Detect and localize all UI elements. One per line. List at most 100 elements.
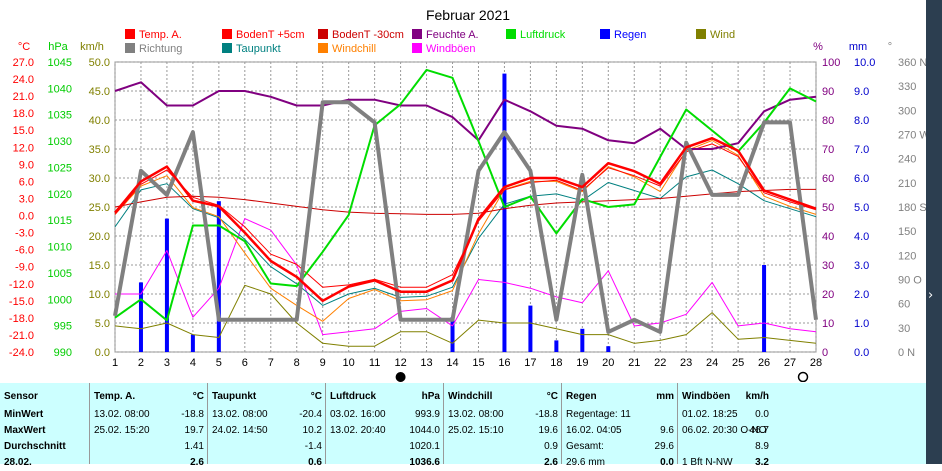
kmh-tick-label: 35.0	[89, 144, 110, 156]
direction-tick-label: 120	[898, 250, 916, 262]
x-tick-label: 14	[446, 357, 458, 369]
stats-cell-value: -1.4	[304, 441, 322, 452]
temp-tick-label: -18.0	[9, 313, 34, 325]
pressure-tick-label: 1000	[48, 294, 72, 306]
rain-bar	[580, 328, 585, 352]
stats-column: Temp. A. °C 13.02. 08:00 -18.8 25.02. 15:20 1…	[89, 383, 208, 468]
stats-row: 13.02. 08:00 -18.8	[94, 409, 204, 423]
x-tick-label: 22	[654, 357, 666, 369]
pressure-tick-label: 995	[54, 321, 72, 333]
legend-label: Luftdruck	[520, 29, 566, 41]
stats-unit: °C	[310, 391, 322, 402]
percent-tick-label: 60	[822, 173, 834, 185]
legend-swatch	[600, 29, 610, 39]
mm-tick-label: 5.0	[854, 202, 869, 214]
temp-tick-label: -21.0	[9, 330, 34, 342]
full-moon-icon	[797, 371, 809, 382]
series-line	[114, 136, 817, 303]
kmh-tick-label: 40.0	[89, 115, 110, 127]
x-tick-label: 25	[732, 357, 744, 369]
stats-cell-value: 0.0	[660, 457, 674, 468]
stats-cell-value: 0.9	[544, 441, 558, 452]
pressure-axis-title: hPa	[48, 41, 68, 53]
stats-row: 2.6	[94, 457, 204, 471]
stats-header: Luftdruck	[330, 391, 377, 402]
stats-cell-value: -18.8	[535, 409, 558, 420]
weather-chart: Februar 2021 Temp. A. BodenT +5cm BodenT -…	[9, 7, 926, 382]
legend-label: BodenT -30cm	[332, 29, 404, 41]
pressure-tick-label: 1020	[48, 189, 72, 201]
stats-row: 0.9	[448, 441, 558, 455]
scroll-right-icon[interactable]: ›	[928, 288, 934, 303]
temp-axis-title: °C	[18, 41, 30, 53]
stats-row: 06.02. 20:30 O-NO 46.7	[682, 425, 769, 439]
mm-tick-label: 9.0	[854, 86, 869, 98]
stats-cell-value: 9.6	[660, 425, 674, 436]
rain-bar	[164, 218, 169, 352]
stats-unit: km/h	[745, 391, 769, 402]
direction-tick-label: 180 S	[898, 202, 926, 214]
x-tick-label: 2	[138, 357, 144, 369]
temp-tick-label: -9.0	[15, 262, 34, 274]
legend-swatch	[696, 29, 706, 39]
stats-row: 25.02. 15:10 19.6	[448, 425, 558, 439]
stats-cell-label: 24.02. 14:50	[212, 425, 268, 436]
temp-tick-label: 27.0	[13, 57, 34, 69]
stats-row: 03.02. 16:00 993.9	[330, 409, 440, 423]
legend-label: Windböen	[426, 43, 476, 55]
stats-row: 13.02. 20:40 1044.0	[330, 425, 440, 439]
temp-tick-label: -15.0	[9, 296, 34, 308]
stats-unit: °C	[546, 391, 558, 402]
pressure-tick-label: 990	[54, 347, 72, 359]
stats-header: Sensor	[4, 391, 38, 402]
mm-tick-label: 3.0	[854, 260, 869, 272]
kmh-tick-label: 5.0	[95, 318, 110, 330]
scroll-strip[interactable]: ›	[926, 0, 942, 464]
stats-cell-label: 1 Bft N-NW	[682, 457, 733, 468]
mm-tick-label: 1.0	[854, 318, 869, 330]
stats-cell-label: 29.6 mm	[566, 457, 605, 468]
percent-tick-label: 70	[822, 144, 834, 156]
stats-unit: mm	[656, 391, 674, 402]
stats-cell-label: MaxWert	[4, 425, 46, 436]
legend-label: Regen	[614, 29, 646, 41]
chart-legend: Temp. A. BodenT +5cm BodenT -30cm Feuchte A…	[125, 29, 735, 55]
rain-bar	[762, 265, 767, 352]
kmh-tick-label: 15.0	[89, 260, 110, 272]
stats-cell-value: 1044.0	[409, 425, 440, 436]
stats-cell-value: 2.6	[190, 457, 204, 468]
pressure-tick-label: 1040	[48, 83, 72, 95]
legend-label: Temp. A.	[139, 29, 182, 41]
stats-row: 01.02. 18:25 0.0	[682, 409, 769, 423]
stats-header: Taupunkt	[212, 391, 257, 402]
x-tick-label: 4	[190, 357, 196, 369]
stats-cell-label: 13.02. 20:40	[330, 425, 386, 436]
legend-label: Windchill	[332, 43, 376, 55]
stats-cell-label: 13.02. 08:00	[212, 409, 268, 420]
x-tick-label: 6	[242, 357, 248, 369]
statistics-table: Sensor MinWert MaxWert Durchschnitt 28.02. Te…	[0, 383, 926, 468]
stats-column: Sensor MinWert MaxWert Durchschnitt 28.02.	[0, 383, 89, 468]
stats-row: 16.02. 04:05 9.6	[566, 425, 674, 439]
stats-row: Gesamt: 29.6	[566, 441, 674, 455]
series-line	[114, 284, 817, 347]
direction-tick-label: 210	[898, 178, 916, 190]
axis-ticks: 27.024.021.018.015.012.09.06.03.00.0-3.0…	[9, 57, 926, 369]
x-tick-label: 5	[216, 357, 222, 369]
stats-row: 1.41	[94, 441, 204, 455]
stats-row: 13.02. 08:00 -18.8	[448, 409, 558, 423]
temp-tick-label: 21.0	[13, 91, 34, 103]
rain-bar	[450, 317, 455, 352]
series-line	[113, 100, 818, 334]
legend-label: Taupunkt	[236, 43, 281, 55]
series-line	[114, 68, 817, 322]
stats-cell-value: 3.2	[755, 457, 769, 468]
stats-cell-value: 1.41	[184, 441, 204, 452]
stats-cell-value: 8.9	[755, 441, 769, 452]
direction-tick-label: 300	[898, 105, 916, 117]
kmh-tick-label: 45.0	[89, 86, 110, 98]
stats-cell-label: MinWert	[4, 409, 44, 420]
stats-cell-label: 25.02. 15:20	[94, 425, 150, 436]
x-tick-label: 7	[268, 357, 274, 369]
stats-row: 1036.6	[330, 457, 440, 471]
